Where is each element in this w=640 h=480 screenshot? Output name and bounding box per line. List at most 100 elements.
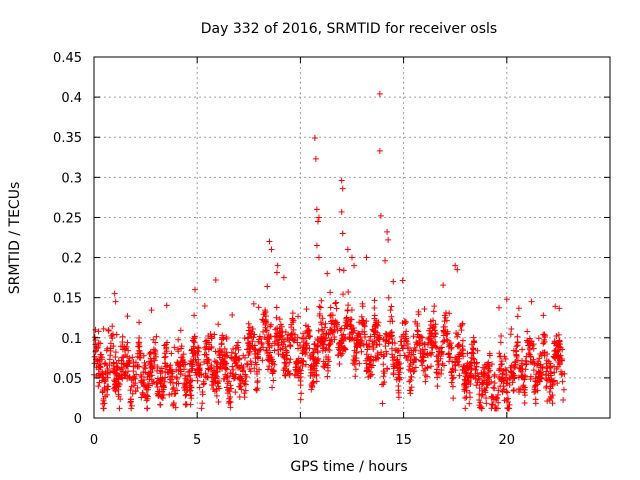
data-point [216,354,223,361]
data-point [299,362,306,369]
data-point [325,331,332,338]
data-point [130,368,137,375]
data-point [123,372,130,379]
data-point [503,367,510,374]
data-point [430,308,437,315]
data-point [191,339,198,346]
data-point [336,347,343,354]
data-point [149,365,156,372]
data-point [507,364,514,371]
data-point [261,334,268,341]
data-point [448,344,455,351]
data-point [194,377,201,384]
y-tick-label: 0.15 [53,292,82,307]
data-point [277,328,284,335]
data-point [435,361,442,368]
data-point [287,343,294,350]
data-point [236,375,243,382]
data-point [203,340,210,347]
data-point [333,320,340,327]
data-point [424,364,431,371]
data-point [403,328,410,335]
data-point [497,353,504,360]
data-point [138,378,145,385]
data-point [260,328,267,335]
data-point [313,206,320,213]
data-point [559,378,566,385]
data-point [488,361,495,368]
data-point [363,318,370,325]
data-point [320,358,327,365]
data-point [196,365,203,372]
data-point [266,238,273,245]
data-point [480,370,487,377]
data-point [216,385,223,392]
data-point [118,357,125,364]
data-point [399,345,406,352]
data-point [119,365,126,372]
grid-lines [94,57,610,418]
data-point [157,401,164,408]
data-point [367,333,374,340]
data-point [514,338,521,345]
data-point [405,343,412,350]
data-point [438,367,445,374]
data-point [388,333,395,340]
data-point [250,345,257,352]
data-point [491,371,498,378]
data-point [250,300,257,307]
data-point [442,323,449,330]
data-point [227,394,234,401]
data-point [249,338,256,345]
data-point [134,384,141,391]
data-point [342,334,349,341]
data-point [556,341,563,348]
data-point [431,303,438,310]
data-point [358,313,365,320]
data-point [294,334,301,341]
data-point [208,335,215,342]
data-point [124,313,131,320]
data-point [316,303,323,310]
data-point [402,320,409,327]
data-point [303,340,310,347]
data-point [253,368,260,375]
y-tick-label: 0.3 [61,171,82,186]
data-point [352,366,359,373]
data-point [223,353,230,360]
data-point [224,387,231,394]
data-point [413,339,420,346]
y-tick-label: 0.25 [53,211,82,226]
data-point [498,360,505,367]
data-point [97,364,104,371]
data-point [428,322,435,329]
data-point [507,374,514,381]
data-point [359,319,366,326]
data-point [329,329,336,336]
data-point [173,380,180,387]
data-point [144,405,151,412]
data-point [455,353,462,360]
data-point [244,335,251,342]
data-point [527,373,534,380]
data-point [100,405,107,412]
data-point [194,352,201,359]
data-point [105,327,112,334]
data-point [407,361,414,368]
chart-title: Day 332 of 2016, SRMTID for receiver osl… [201,21,497,37]
data-point [387,318,394,325]
data-point [397,352,404,359]
data-point [417,347,424,354]
data-point [339,343,346,350]
data-point [519,357,526,364]
data-point [364,346,371,353]
data-point [260,319,267,326]
data-point [330,328,337,335]
data-point [395,375,402,382]
x-tick-label: 10 [292,433,309,448]
data-point [198,405,205,412]
data-point [251,365,258,372]
data-point [483,379,490,386]
x-tick-label: 5 [193,433,201,448]
data-point [282,367,289,374]
